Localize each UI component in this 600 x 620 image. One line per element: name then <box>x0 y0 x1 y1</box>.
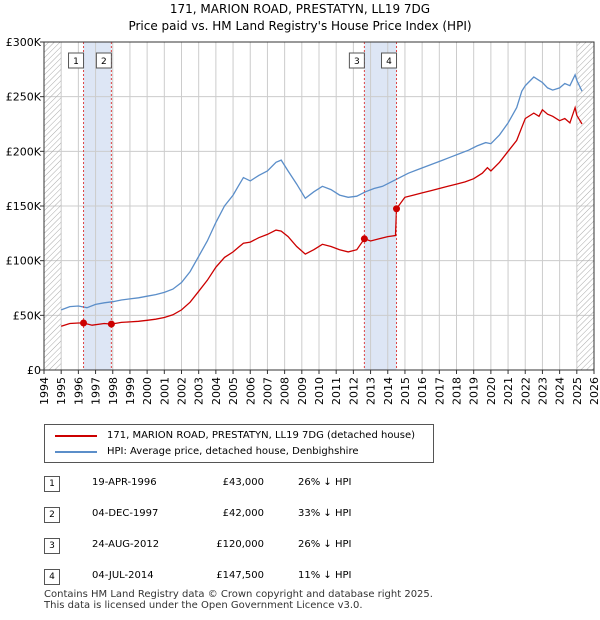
y-tick-label: £0 <box>27 364 41 377</box>
sale-point <box>393 205 401 213</box>
x-tick-label: 2010 <box>313 377 326 405</box>
sale-point <box>107 320 115 328</box>
sale-label-number: 2 <box>101 57 107 67</box>
footer-licence: This data is licensed under the Open Gov… <box>44 600 363 611</box>
x-tick-label: 2015 <box>399 377 412 405</box>
x-tick-label: 2018 <box>451 377 464 405</box>
sale-label-badge: 1 <box>68 52 85 69</box>
footer-copyright: Contains HM Land Registry data © Crown c… <box>44 589 433 600</box>
x-tick-label: 2011 <box>330 377 343 405</box>
sale-number-badge: 3 <box>44 538 60 554</box>
legend-swatch-price <box>55 435 97 437</box>
legend-label-hpi: HPI: Average price, detached house, Denb… <box>107 446 359 457</box>
x-tick-label: 2002 <box>176 377 189 405</box>
sale-label-badge: 4 <box>381 52 398 69</box>
series-line-hpi <box>60 73 583 311</box>
chart-subtitle: Price paid vs. HM Land Registry's House … <box>128 19 472 33</box>
sale-price: £42,000 <box>222 508 264 519</box>
x-tick-label: 2007 <box>261 377 274 405</box>
x-tick-label: 2004 <box>210 377 223 405</box>
footer: Contains HM Land Registry data © Crown c… <box>44 589 433 611</box>
x-tick-label: 2013 <box>365 377 378 405</box>
sale-hpi-diff: 11% ↓ HPI <box>298 570 352 581</box>
x-tick-label: 2012 <box>347 377 360 405</box>
sale-point <box>80 319 88 327</box>
sale-label-box <box>381 52 398 69</box>
sale-label-badge: 2 <box>95 52 112 69</box>
sale-hpi-diff: 33% ↓ HPI <box>298 508 352 519</box>
x-tick-label: 1997 <box>90 377 103 405</box>
x-tick-label: 2016 <box>416 377 429 405</box>
sale-date: 04-DEC-1997 <box>92 508 159 519</box>
x-tick-label: 2022 <box>519 377 532 405</box>
sale-row: 2 04-DEC-1997 £42,000 33% ↓ HPI <box>44 507 444 525</box>
sale-label-box <box>68 52 85 69</box>
x-tick-label: 2021 <box>502 377 515 405</box>
sale-row: 4 04-JUL-2014 £147,500 11% ↓ HPI <box>44 569 444 587</box>
x-tick-label: 1996 <box>72 377 85 405</box>
sale-label-number: 3 <box>354 57 360 67</box>
sale-label-box <box>348 52 365 69</box>
x-tick-label: 2019 <box>468 377 481 405</box>
y-tick-label: £50K <box>13 309 42 322</box>
x-tick-label: 2006 <box>244 377 257 405</box>
y-tick-label: £100K <box>6 255 42 268</box>
legend-label-price: 171, MARION ROAD, PRESTATYN, LL19 7DG (d… <box>107 430 416 441</box>
sale-date: 19-APR-1996 <box>92 477 157 488</box>
sale-price: £43,000 <box>222 477 264 488</box>
x-tick-label: 2023 <box>536 377 549 405</box>
no-data-hatch-start <box>44 42 62 370</box>
sale-date: 24-AUG-2012 <box>92 539 160 550</box>
sale-number-badge: 2 <box>44 507 60 523</box>
sale-point <box>360 235 368 243</box>
sale-label-number: 1 <box>73 57 79 67</box>
x-tick-label: 2026 <box>588 377 600 405</box>
x-tick-label: 2001 <box>158 377 171 405</box>
x-tick-label: 2020 <box>485 377 498 405</box>
y-tick-label: £300K <box>6 36 42 49</box>
sale-number-badge: 4 <box>44 569 60 585</box>
x-tick-label: 1995 <box>55 377 68 405</box>
x-tick-label: 1999 <box>124 377 137 405</box>
y-tick-label: £150K <box>6 200 42 213</box>
series-line-price <box>60 105 583 327</box>
x-tick-label: 1998 <box>107 377 120 405</box>
x-tick-label: 2008 <box>279 377 292 405</box>
x-tick-label: 1994 <box>38 377 51 405</box>
sale-hpi-diff: 26% ↓ HPI <box>298 477 352 488</box>
x-tick-label: 2000 <box>141 377 154 405</box>
sale-date: 04-JUL-2014 <box>92 570 154 581</box>
x-tick-label: 2014 <box>382 377 395 405</box>
chart-title: 171, MARION ROAD, PRESTATYN, LL19 7DG <box>169 2 431 16</box>
x-tick-label: 2005 <box>227 377 240 405</box>
sale-number-badge: 1 <box>44 476 60 492</box>
x-tick-label: 2003 <box>193 377 206 405</box>
x-tick-label: 2017 <box>433 377 446 405</box>
sale-price: £120,000 <box>216 539 264 550</box>
x-tick-label: 2024 <box>554 377 567 405</box>
sale-label-box <box>95 52 112 69</box>
y-tick-label: £200K <box>6 145 42 158</box>
x-tick-label: 2025 <box>571 377 584 405</box>
x-tick-label: 2009 <box>296 377 309 405</box>
no-data-hatch-end <box>576 42 594 370</box>
sale-label-number: 4 <box>386 57 392 67</box>
legend-swatch-hpi <box>55 451 97 453</box>
sale-hpi-diff: 26% ↓ HPI <box>298 539 352 550</box>
sale-label-badge: 3 <box>348 52 365 69</box>
sale-row: 1 19-APR-1996 £43,000 26% ↓ HPI <box>44 476 444 494</box>
sale-row: 3 24-AUG-2012 £120,000 26% ↓ HPI <box>44 538 444 556</box>
sale-price: £147,500 <box>216 570 264 581</box>
y-tick-label: £250K <box>6 91 42 104</box>
legend: 171, MARION ROAD, PRESTATYN, LL19 7DG (d… <box>44 424 434 463</box>
price-chart: 1 2 3 4 £0 £50K £100K £150K £200K £250K £300K 199… <box>6 36 600 405</box>
